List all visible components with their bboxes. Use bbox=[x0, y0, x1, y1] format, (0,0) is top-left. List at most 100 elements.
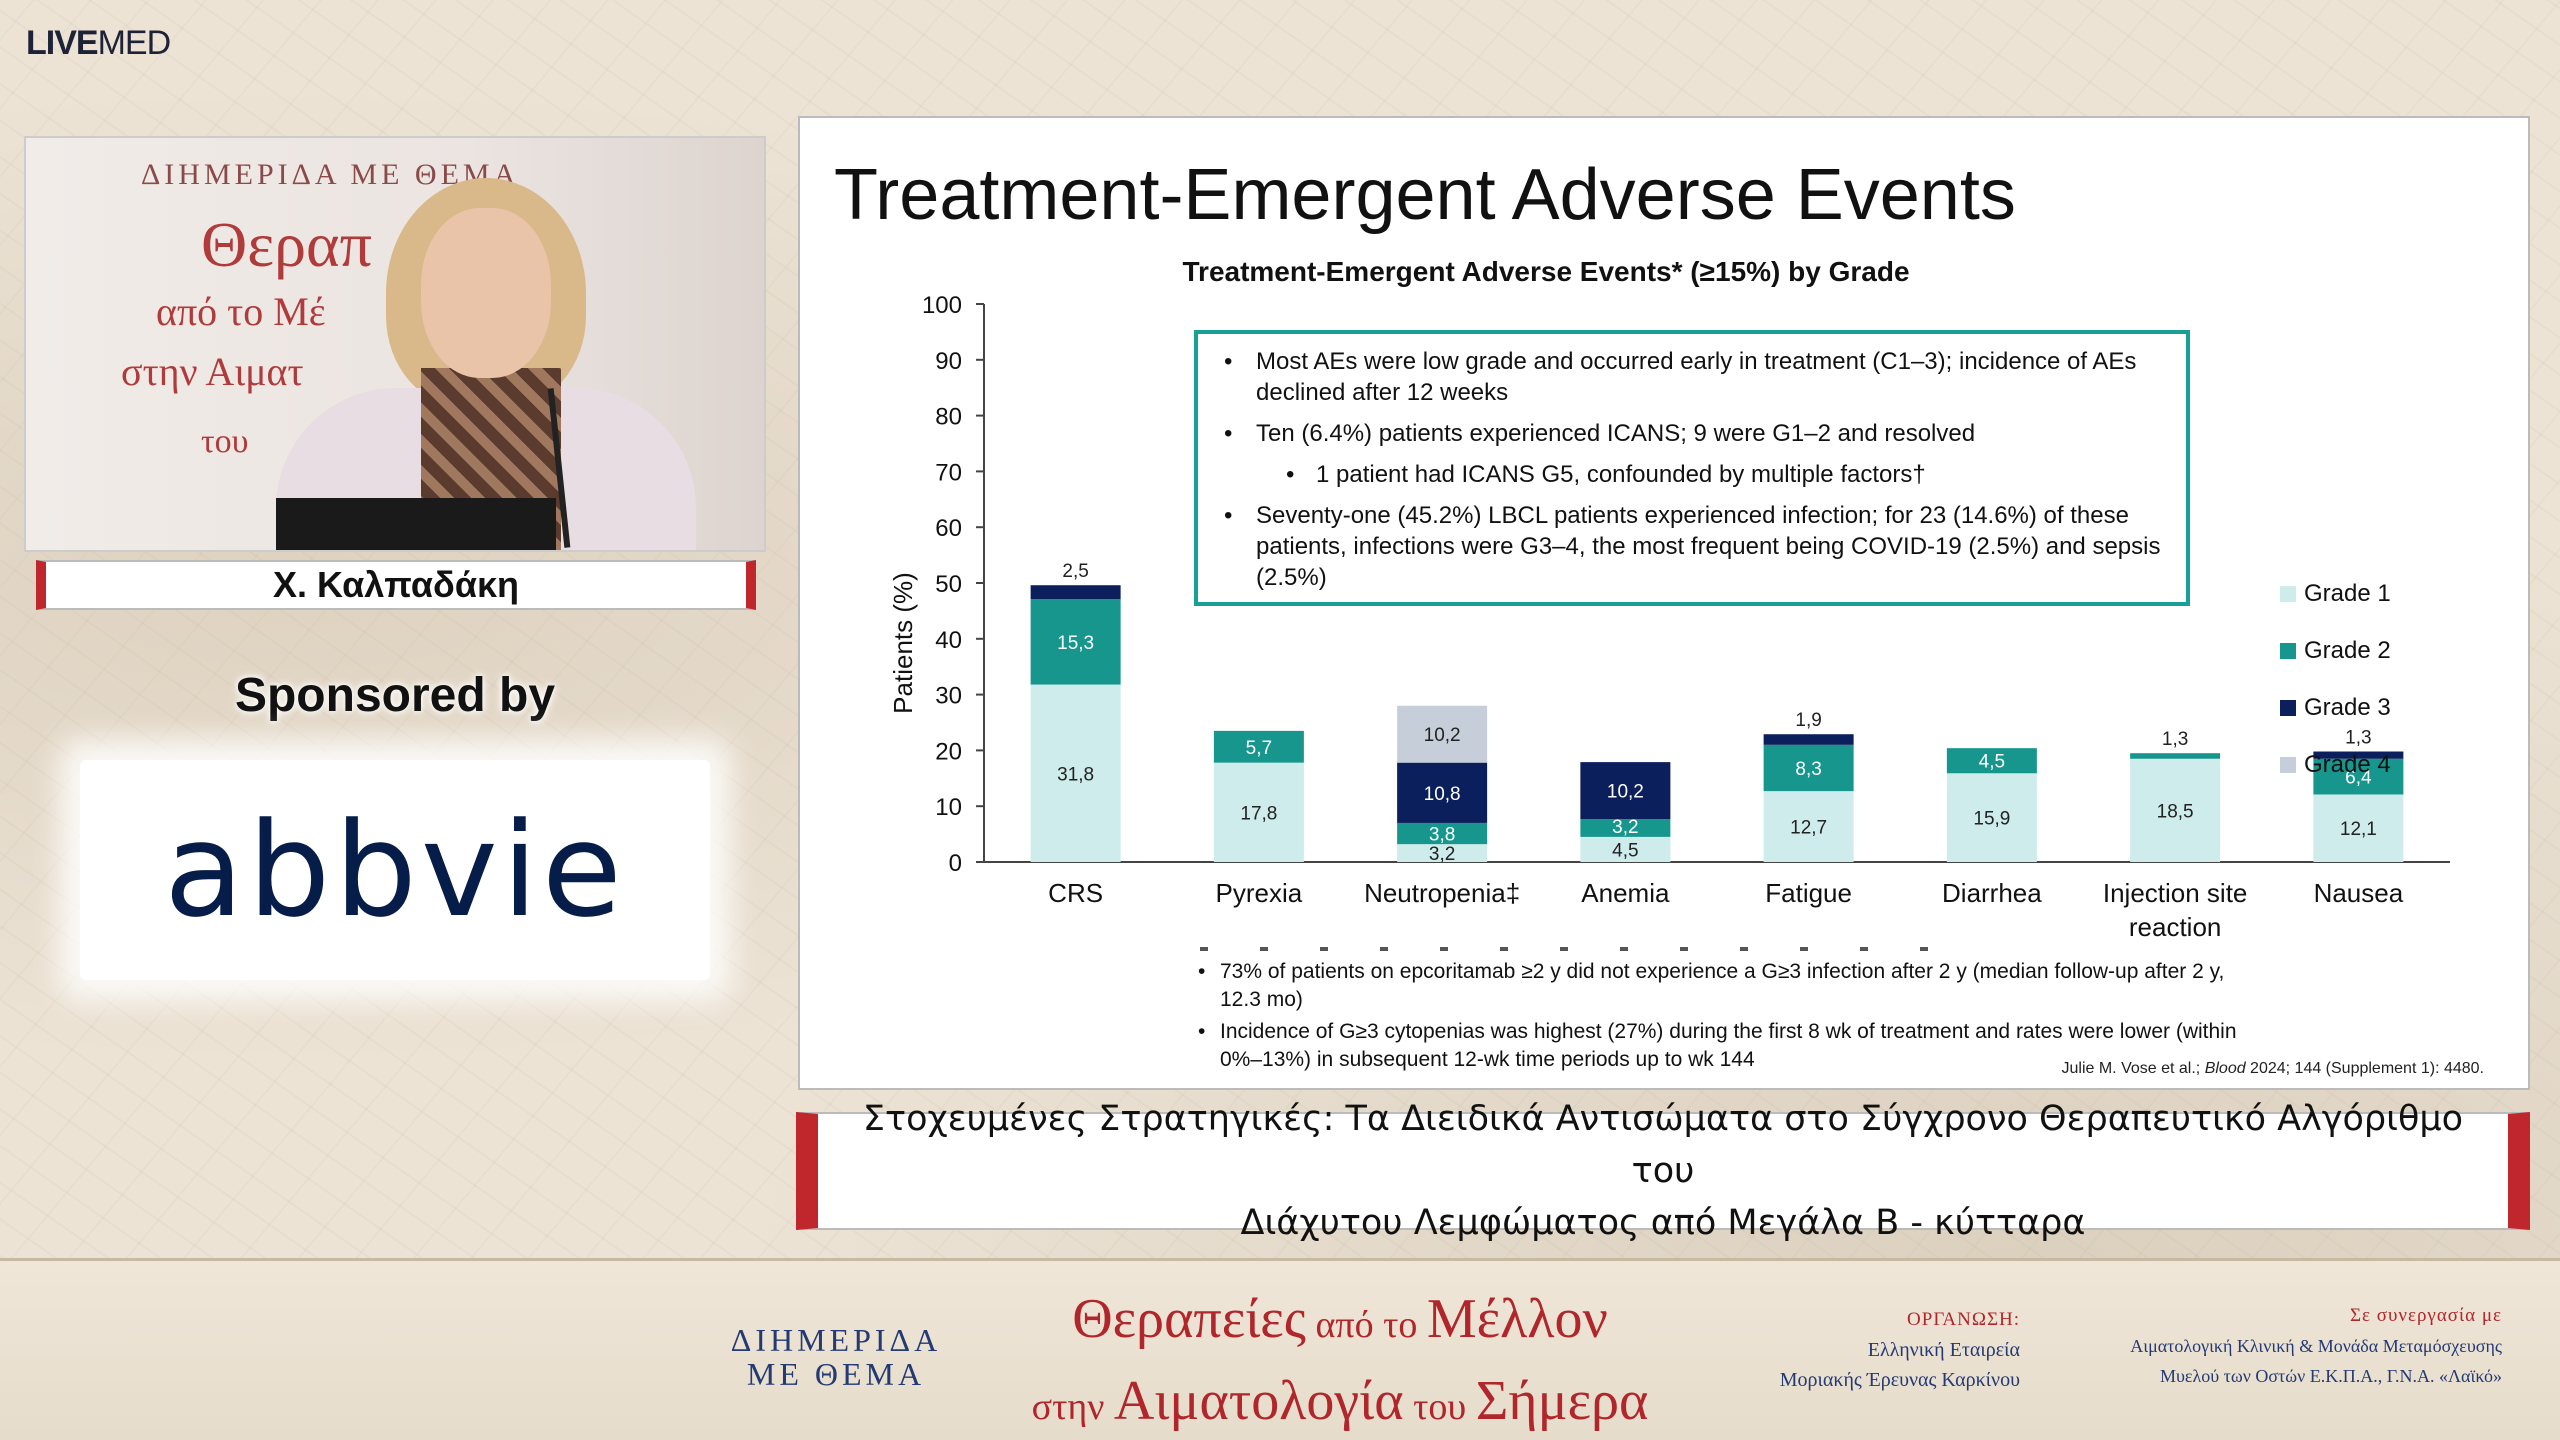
bar-segment-grade-2 bbox=[2130, 753, 2221, 759]
collaborator-heading: Σε συνεργασία με bbox=[2349, 1305, 2502, 1326]
bar-segment-grade-1 bbox=[1763, 791, 1854, 862]
abbvie-logo: abbvie bbox=[164, 794, 626, 946]
legend-item: Grade 3 bbox=[2280, 694, 2391, 722]
speaker-name-bar: Χ. Καλπαδάκη bbox=[36, 560, 756, 610]
citation-details: 2024; 144 (Supplement 1): 4480. bbox=[2245, 1060, 2484, 1077]
bar-data-label: 17,8 bbox=[1240, 803, 1277, 824]
bar-segment-grade-1 bbox=[1397, 844, 1488, 862]
bar-data-label: 10,2 bbox=[1607, 782, 1644, 803]
video-backdrop-line-2: Θεραπ bbox=[201, 209, 372, 280]
y-tick-label: 30 bbox=[935, 683, 962, 710]
speaker-video: ΔΙΗΜΕΡΙΔΑ ΜΕ ΘΕΜΑ Θεραπ από το Μέ στην Α… bbox=[24, 136, 766, 552]
callout-item: Most AEs were low grade and occurred ear… bbox=[1220, 346, 2166, 408]
bar-segment-grade-2 bbox=[1030, 599, 1121, 685]
bar-segment-grade-1 bbox=[1580, 836, 1671, 862]
event-footer-banner: ΔΙΗΜΕΡΙΔΑ ΜΕ ΘΕΜΑ Θεραπείες από το Μέλλο… bbox=[0, 1258, 2560, 1440]
y-tick-label: 50 bbox=[935, 571, 962, 598]
organizer-line-2: Μοριακής Έρευνας Καρκίνου bbox=[1779, 1369, 2020, 1391]
bar-top-label: 1,3 bbox=[2345, 728, 2371, 749]
title-word: το bbox=[1383, 1304, 1427, 1346]
title-word: Μέλλον bbox=[1426, 1288, 1608, 1350]
bar-data-label: 5,7 bbox=[1246, 738, 1272, 759]
bar-data-label: 4,5 bbox=[1612, 840, 1638, 861]
bar-segment-grade-2 bbox=[1213, 730, 1304, 763]
bar-data-label: 12,1 bbox=[2340, 819, 2377, 840]
legend-label: Grade 2 bbox=[2304, 637, 2391, 664]
bar-data-label: 8,3 bbox=[1795, 759, 1821, 780]
bar-data-label: 4,5 bbox=[1979, 752, 2005, 773]
bar-segment-grade-2 bbox=[2313, 758, 2404, 795]
footer-left-line-2: ΜΕ ΘΕΜΑ bbox=[746, 1356, 926, 1392]
legend-item: Grade 2 bbox=[2280, 637, 2391, 665]
y-tick-label: 20 bbox=[935, 738, 962, 765]
video-backdrop-line-3: από το Μέ bbox=[156, 289, 326, 334]
legend-label: Grade 3 bbox=[2304, 694, 2391, 721]
footnote-item: 73% of patients on epcoritamab ≥2 y did … bbox=[1196, 958, 2246, 1014]
x-tick-label: Nausea bbox=[2314, 878, 2404, 908]
y-tick-label: 100 bbox=[922, 292, 962, 319]
laptop-podium bbox=[276, 498, 556, 550]
footer-left-heading: ΔΙΗΜΕΡΙΔΑ ΜΕ ΘΕΜΑ bbox=[716, 1323, 956, 1391]
bar-data-label: 18,5 bbox=[2157, 801, 2194, 822]
footnote-item: Incidence of G≥3 cytopenias was highest … bbox=[1196, 1018, 2246, 1074]
bar-data-label: 3,8 bbox=[1429, 825, 1455, 846]
bar-segment-grade-2 bbox=[1397, 822, 1488, 845]
citation-journal: Blood bbox=[2204, 1060, 2246, 1077]
livemed-logo: LIVEMED bbox=[26, 24, 172, 63]
x-tick-label: reaction bbox=[2129, 912, 2222, 942]
y-axis-label: Patients (%) bbox=[888, 572, 918, 714]
callout-item: Ten (6.4%) patients experienced ICANS; 9… bbox=[1220, 418, 2166, 449]
legend-swatch bbox=[2280, 586, 2296, 602]
video-backdrop-line-5: του bbox=[201, 423, 249, 460]
bar-segment-grade-3 bbox=[2313, 751, 2404, 759]
x-tick-label: CRS bbox=[1048, 878, 1103, 908]
bar-segment-grade-1 bbox=[1030, 684, 1121, 862]
stacked-bar-chart: 0 10 20 30 40 50 60 70 80 90 100 Patients (%) 31,8 15… bbox=[888, 292, 2450, 942]
x-tick-label: Fatigue bbox=[1765, 878, 1852, 908]
callout-item: Seventy-one (45.2%) LBCL patients experi… bbox=[1220, 500, 2166, 593]
presentation-slide: Treatment-Emergent Adverse Events Treatm… bbox=[798, 116, 2530, 1090]
legend-swatch bbox=[2280, 700, 2296, 716]
footer-organizer: ΟΡΓΑΝΩΣΗ: Ελληνική Εταιρεία Μοριακής Έρε… bbox=[1700, 1305, 2020, 1395]
x-tick-label: Diarrhea bbox=[1942, 878, 2042, 908]
speaker-face bbox=[421, 208, 551, 378]
title-word: Σήμερα bbox=[1475, 1370, 1649, 1432]
y-tick-label: 0 bbox=[949, 850, 962, 877]
y-tick-label: 60 bbox=[935, 515, 962, 542]
footer-collaborator: Σε συνεργασία με Αιματολογική Κλινική & … bbox=[2040, 1301, 2502, 1391]
bar-segment-grade-3 bbox=[1030, 585, 1121, 600]
legend-swatch bbox=[2280, 643, 2296, 659]
bar-segment-grade-2 bbox=[1763, 744, 1854, 792]
y-tick-label: 90 bbox=[935, 348, 962, 375]
logo-light: MED bbox=[97, 24, 172, 62]
chart-legend: Grade 1 Grade 2 Grade 3 Grade 4 bbox=[2280, 580, 2391, 808]
bar-data-label: 10,2 bbox=[1424, 725, 1461, 746]
y-tick-label: 70 bbox=[935, 459, 962, 486]
y-tick-label: 10 bbox=[935, 794, 962, 821]
legend-label: Grade 1 bbox=[2304, 580, 2391, 607]
footer-event-title: Θεραπείες από το Μέλλον στην Αιματολογία… bbox=[990, 1285, 1690, 1440]
title-word: από bbox=[1305, 1304, 1384, 1346]
slide-footnotes: 73% of patients on epcoritamab ≥2 y did … bbox=[1196, 958, 2246, 1078]
bar-data-label: 15,9 bbox=[1973, 809, 2010, 830]
bar-segment-grade-2 bbox=[1946, 748, 2037, 774]
y-tick-label: 40 bbox=[935, 627, 962, 654]
bar-data-label: 10,8 bbox=[1424, 784, 1461, 805]
legend-swatch bbox=[2280, 757, 2296, 773]
bar-segment-grade-3 bbox=[1580, 762, 1671, 820]
bar-segment-grade-3 bbox=[1397, 762, 1488, 823]
bar-segment-grade-1 bbox=[1946, 773, 2037, 862]
bar-data-label: 15,3 bbox=[1057, 633, 1094, 654]
bar-segment-grade-3 bbox=[1763, 734, 1854, 745]
title-word: Θεραπείες bbox=[1072, 1288, 1306, 1350]
legend-item: Grade 1 bbox=[2280, 580, 2391, 608]
logo-bold: LIVE bbox=[26, 24, 99, 62]
title-word: Αιματολογία bbox=[1113, 1370, 1404, 1432]
bar-segment-grade-1 bbox=[2130, 758, 2221, 862]
bar-top-label: 2,5 bbox=[1062, 561, 1088, 582]
chart-title: Treatment-Emergent Adverse Events* (≥15%… bbox=[1182, 256, 1910, 287]
footer-left-line-1: ΔΙΗΜΕΡΙΔΑ bbox=[730, 1322, 942, 1358]
x-tick-label: Anemia bbox=[1581, 878, 1670, 908]
x-tick-label: Neutropenia‡ bbox=[1364, 878, 1520, 908]
organizer-heading: ΟΡΓΑΝΩΣΗ: bbox=[1907, 1309, 2020, 1330]
